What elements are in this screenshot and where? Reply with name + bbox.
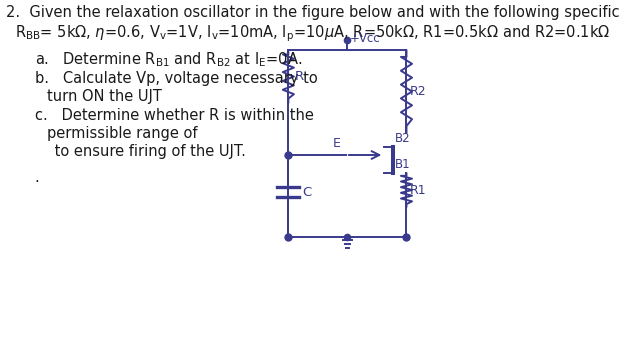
Text: a.   Determine R$_{\mathregular{B1}}$ and R$_{\mathregular{B2}}$ at I$_{\mathreg: a. Determine R$_{\mathregular{B1}}$ and … — [35, 50, 302, 69]
Text: .: . — [35, 170, 40, 185]
Text: to ensure firing of the UJT.: to ensure firing of the UJT. — [50, 144, 246, 159]
Text: R1: R1 — [410, 184, 427, 197]
Text: permissible range of: permissible range of — [47, 126, 198, 141]
Text: turn ON the UJT: turn ON the UJT — [47, 89, 162, 104]
Text: 2.  Given the relaxation oscillator in the figure below and with the following s: 2. Given the relaxation oscillator in th… — [6, 5, 620, 20]
Text: +Vcc: +Vcc — [350, 33, 380, 45]
Text: B2: B2 — [395, 132, 410, 145]
Text: C: C — [303, 186, 311, 198]
Text: b.   Calculate Vp, voltage necessary to: b. Calculate Vp, voltage necessary to — [35, 71, 317, 86]
Text: E: E — [332, 137, 340, 150]
Text: c.   Determine whether R is within the: c. Determine whether R is within the — [35, 108, 314, 123]
Text: R: R — [294, 70, 304, 83]
Text: B1: B1 — [395, 158, 410, 171]
Text: R$_{\mathregular{BB}}$= 5k$\Omega$, $\eta$=0.6, V$_{\mathregular{v}}$=1V, I$_{\m: R$_{\mathregular{BB}}$= 5k$\Omega$, $\et… — [16, 23, 611, 44]
Text: R2: R2 — [410, 85, 427, 98]
